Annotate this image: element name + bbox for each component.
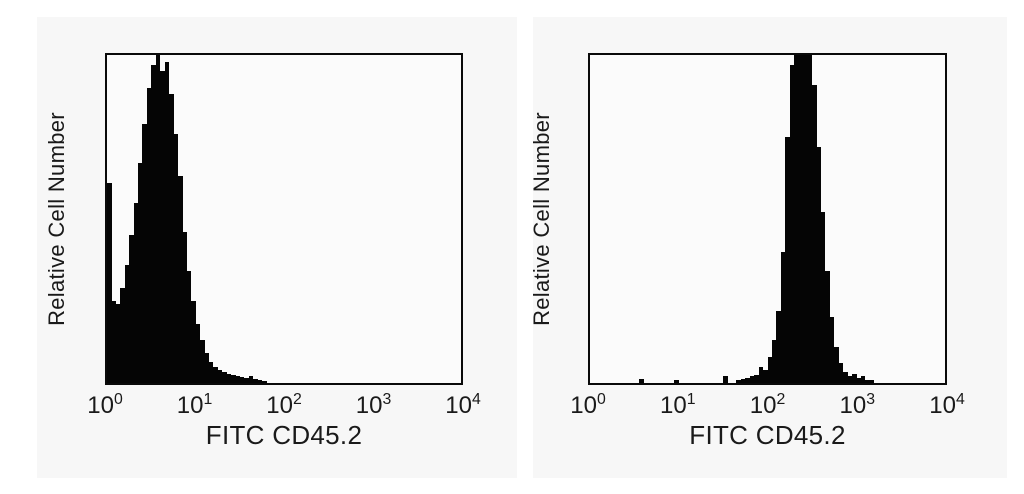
x-axis-tick-10e2: 102 (749, 391, 786, 419)
histogram-bar (168, 94, 174, 383)
histogram-bar (789, 64, 795, 383)
histogram-bar (111, 301, 117, 383)
histogram-bar (825, 271, 830, 383)
x-axis-tick-10e1: 101 (659, 391, 696, 419)
histogram-bar (261, 381, 267, 383)
histogram-bar (758, 366, 764, 383)
histogram-bar (151, 64, 156, 383)
histogram-bar (199, 340, 205, 383)
histogram-bar (807, 55, 813, 383)
histogram-bar (235, 376, 241, 383)
x-axis-tick-10e4: 104 (445, 391, 481, 419)
y-axis-title: Relative Cell Number (44, 112, 69, 326)
histogram-bar (137, 163, 143, 383)
histogram-bar (173, 133, 179, 383)
histogram-bar (155, 55, 161, 383)
x-axis-tick-10e3: 103 (839, 391, 876, 419)
x-axis-tick-10e2: 102 (266, 391, 302, 419)
x-axis-tick-10e3: 103 (355, 391, 392, 419)
histogram-bar (195, 323, 201, 383)
histogram-bar (230, 375, 236, 383)
x-axis-tick-10e1: 101 (176, 391, 213, 419)
histogram-bar (851, 373, 857, 383)
histogram-bar (115, 304, 121, 383)
histogram-bar (253, 379, 258, 383)
histogram-bar (208, 361, 214, 383)
histogram-bar (226, 373, 232, 383)
histogram-bar (723, 376, 728, 383)
histogram-bar (120, 287, 125, 383)
histogram-bar (834, 346, 839, 383)
histogram-bar (803, 55, 808, 383)
histogram-bar (222, 372, 227, 383)
x-axis-ticks: 100 101 102 103 104 (87, 391, 481, 425)
histogram-bar (257, 380, 263, 383)
histogram-bar (133, 202, 139, 383)
histogram-bar (182, 232, 187, 383)
histogram-bar (842, 371, 848, 383)
histogram-bar (142, 123, 148, 383)
histogram-bar (177, 176, 183, 383)
x-axis-title: FITC CD45.2 (689, 420, 846, 450)
histogram-bar (164, 61, 170, 383)
histogram-bar (754, 374, 759, 383)
histogram-bar (865, 379, 870, 383)
histogram-bar (749, 376, 755, 383)
histogram-bar (191, 301, 196, 383)
histogram-bar (856, 378, 861, 383)
histogram-bar (869, 380, 875, 383)
histogram-bar (244, 378, 249, 383)
histogram-bar (638, 379, 644, 383)
histogram-bar (785, 137, 790, 383)
histogram-bar (820, 212, 826, 383)
histogram-bar (767, 356, 773, 383)
histogram-bar (794, 55, 799, 383)
histogram-bar (674, 379, 680, 383)
x-axis-ticks: 100 101 102 103 104 (570, 391, 965, 425)
histogram-bar (780, 251, 786, 383)
histogram-bar (239, 377, 245, 383)
histogram-bar (771, 340, 777, 383)
x-axis-tick-10e0: 100 (87, 391, 123, 419)
y-axis-title: Relative Cell Number (529, 112, 554, 326)
histogram-bar (860, 376, 866, 383)
plot-area-left (105, 53, 463, 385)
x-axis-tick-10e4: 104 (929, 391, 965, 419)
x-axis-title: FITC CD45.2 (205, 420, 363, 450)
plot-area-right (588, 53, 947, 385)
histogram-bar (129, 235, 134, 383)
histogram-bar (124, 264, 130, 383)
histogram-bar (798, 55, 804, 383)
histogram-bar (776, 310, 782, 383)
histogram-bar (838, 363, 844, 383)
histogram-bar (186, 271, 192, 383)
histogram-bar (204, 353, 210, 383)
histogram-bar (847, 375, 853, 383)
histogram-bar (248, 375, 254, 383)
histogram-bar (217, 369, 223, 383)
histogram-bar (829, 317, 835, 383)
histogram-bar (160, 71, 165, 383)
histogram-panel-left: Relative Cell Number 100 101 102 103 104 FIT… (37, 17, 517, 478)
histogram-bar (740, 379, 746, 383)
histogram-bar (811, 84, 817, 383)
histogram-bar (107, 182, 112, 383)
histogram-bar (213, 366, 218, 383)
x-axis-tick-10e0: 100 (570, 391, 606, 419)
histogram-bar (763, 369, 768, 383)
histogram-bar (736, 379, 742, 383)
histogram-bar (146, 87, 152, 383)
histogram-panel-right: Relative Cell Number 100 101 102 103 104 FIT… (529, 17, 1007, 478)
histogram-bar (816, 146, 822, 383)
histogram-bar (745, 378, 751, 383)
